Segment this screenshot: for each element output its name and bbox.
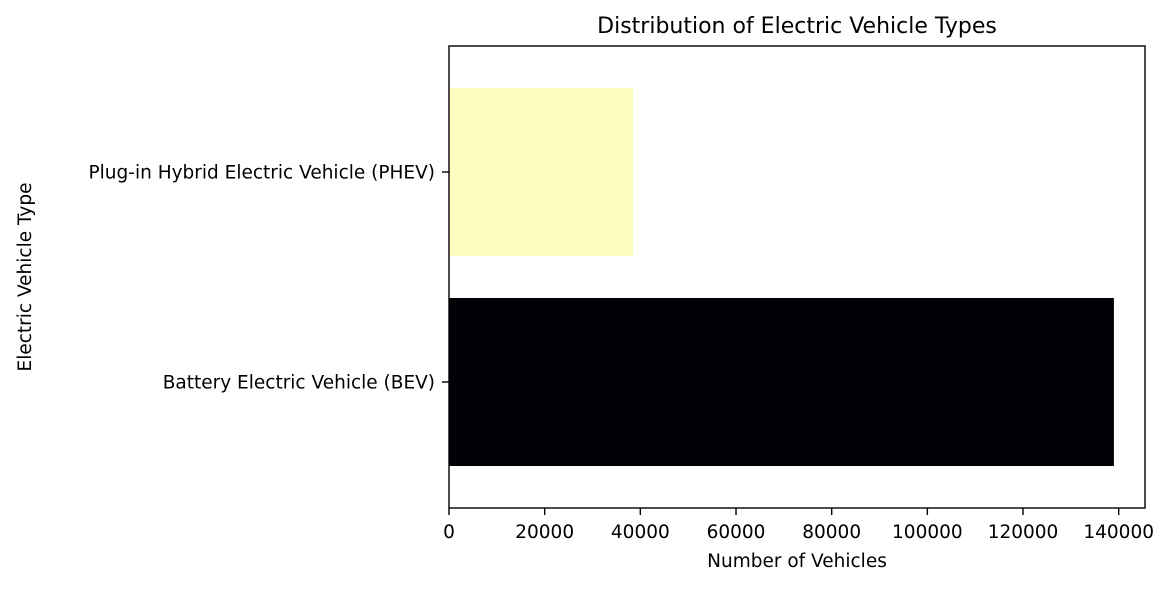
y-axis-ticks: Battery Electric Vehicle (BEV) Plug-in Hy…: [89, 163, 449, 394]
y-axis-label: Electric Vehicle Type: [15, 183, 36, 372]
x-tick-label: 20000: [515, 522, 574, 543]
bar-phev: [449, 88, 634, 256]
x-tick-label: 100000: [892, 522, 963, 543]
x-tick-label: 140000: [1083, 522, 1154, 543]
x-tick-label: 0: [443, 522, 455, 543]
x-tick-label: 60000: [707, 522, 766, 543]
bars-layer: [449, 88, 1114, 466]
x-axis-label: Number of Vehicles: [707, 551, 887, 572]
plot-frame: [448, 45, 1146, 509]
x-axis-ticks: 0 20000 40000 60000 80000 100000 120000 140000: [443, 508, 1154, 543]
y-tick-label: Plug-in Hybrid Electric Vehicle (PHEV): [89, 163, 435, 184]
chart-title: Distribution of Electric Vehicle Types: [597, 14, 997, 39]
x-tick-label: 40000: [611, 522, 670, 543]
x-tick-label: 80000: [802, 522, 861, 543]
y-tick-label: Battery Electric Vehicle (BEV): [163, 373, 435, 394]
x-tick-label: 120000: [988, 522, 1059, 543]
bar-bev: [449, 298, 1114, 466]
